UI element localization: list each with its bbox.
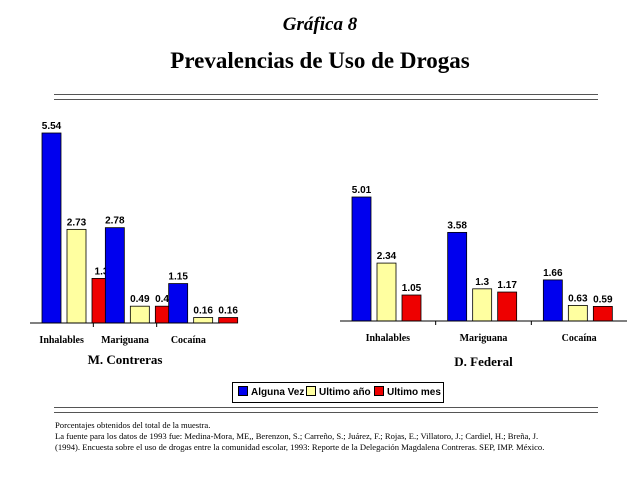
bar-contreras-alguna-vez-2	[104, 227, 125, 324]
data-label-contreras-ultimo-ano-2: 0.49	[130, 294, 150, 305]
bar-contreras-ultimo-ano-3	[193, 317, 214, 324]
data-label-federal-alguna-vez-3: 1.66	[543, 268, 563, 279]
data-label-contreras-alguna-vez-3: 1.15	[168, 272, 188, 283]
bar-contreras-ultimo-mes-3	[218, 317, 239, 324]
bar-federal-ultimo-ano-1	[376, 262, 397, 322]
bar-federal-ultimo-mes-2	[497, 291, 518, 322]
bar-contreras-alguna-vez-3	[168, 283, 189, 324]
bar-federal-ultimo-ano-2	[472, 288, 493, 322]
legend-label-alguna-vez: Alguna Vez	[251, 387, 305, 398]
footnote-line-3: (1994). Encuesta sobre el uso de drogas …	[55, 442, 545, 452]
data-label-contreras-alguna-vez-2: 2.78	[105, 216, 125, 227]
data-label-federal-ultimo-mes-1: 1.05	[402, 283, 422, 294]
x-tick-label-contreras-1: Inhalables	[39, 335, 84, 346]
legend-item-ultimo-mes: Ultimo mes	[374, 386, 441, 398]
x-tick-label-contreras-3: Cocaína	[171, 335, 206, 346]
legend-item-alguna-vez: Alguna Vez	[238, 386, 304, 398]
data-label-federal-ultimo-ano-2: 1.3	[475, 277, 489, 288]
chart-title-federal: D. Federal	[454, 354, 513, 369]
data-label-contreras-ultimo-ano-1: 2.73	[67, 217, 87, 228]
legend-item-ultimo-ano: Ultimo año	[306, 386, 371, 398]
legend-label-ultimo-ano: Ultimo año	[319, 387, 371, 398]
legend-swatch-ultimo-mes	[374, 386, 384, 396]
chart-legend: Alguna Vez Ultimo año Ultimo mes	[232, 382, 444, 403]
data-label-contreras-ultimo-mes-1: 1.3	[95, 266, 109, 277]
data-label-federal-ultimo-mes-2: 1.17	[497, 280, 517, 291]
footnote-line-1: Porcentajes obtenidos del total de la mu…	[55, 420, 211, 430]
chart-kicker: Gráfica 8	[282, 14, 358, 35]
bar-contreras-ultimo-ano-1	[66, 228, 87, 324]
x-tick-label-contreras-2: Mariguana	[101, 335, 149, 346]
data-label-contreras-ultimo-mes-3: 0.16	[218, 306, 238, 317]
bar-federal-ultimo-mes-1	[401, 294, 422, 322]
footnote: Porcentajes obtenidos del total de la mu…	[55, 420, 615, 453]
legend-label-ultimo-mes: Ultimo mes	[387, 387, 441, 398]
data-label-federal-alguna-vez-1: 5.01	[352, 185, 372, 196]
x-tick-label-federal-2: Mariguana	[460, 333, 508, 344]
legend-swatch-alguna-vez	[238, 386, 248, 396]
data-label-federal-alguna-vez-2: 3.58	[447, 220, 467, 231]
top-divider	[54, 94, 598, 100]
bottom-divider	[54, 407, 598, 413]
bar-contreras-alguna-vez-1	[41, 132, 62, 324]
charts-canvas: 5.54 2.73 1.3 Inhalables 2.78 0.49 0.49 Marigua…	[30, 121, 627, 369]
data-label-federal-ultimo-ano-3: 0.63	[568, 293, 588, 304]
footnote-line-2: La fuente para los datos de 1993 fue: Me…	[55, 431, 539, 441]
bar-contreras-ultimo-ano-2	[129, 305, 150, 324]
data-label-contreras-alguna-vez-1: 5.54	[42, 121, 62, 132]
bar-federal-ultimo-mes-3	[592, 305, 613, 322]
bar-federal-alguna-vez-3	[542, 279, 563, 322]
data-label-federal-ultimo-mes-3: 0.59	[593, 294, 613, 305]
x-tick-label-federal-3: Cocaína	[562, 333, 597, 344]
page-title: Prevalencias de Uso de Drogas	[170, 48, 470, 73]
bar-federal-alguna-vez-1	[351, 196, 372, 322]
bar-federal-ultimo-ano-3	[567, 305, 588, 322]
data-label-contreras-ultimo-mes-2: 0.49	[155, 294, 175, 305]
legend-swatch-ultimo-ano	[306, 386, 316, 396]
chart-title-contreras: M. Contreras	[88, 352, 163, 367]
x-tick-label-federal-1: Inhalables	[366, 333, 411, 344]
data-label-contreras-ultimo-ano-3: 0.16	[193, 306, 213, 317]
bar-federal-alguna-vez-2	[447, 231, 468, 322]
data-label-federal-ultimo-ano-1: 2.34	[377, 251, 397, 262]
